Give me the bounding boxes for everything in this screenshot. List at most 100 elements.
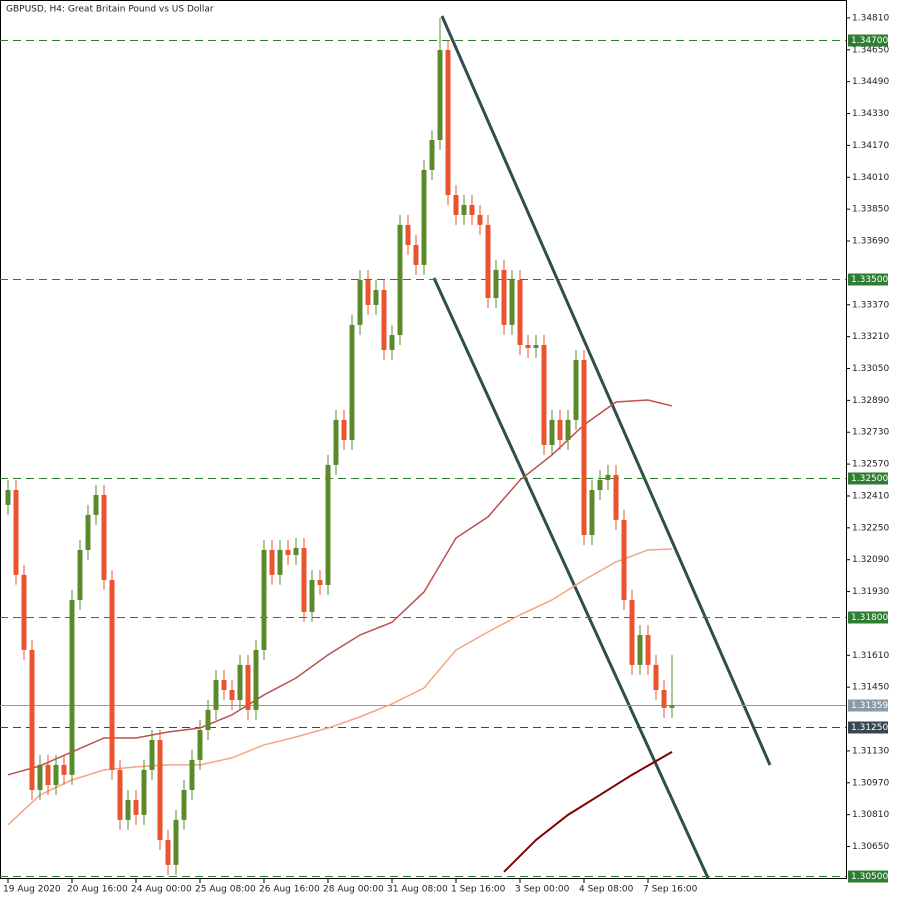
trend-line bbox=[440, 15, 772, 766]
candle-body bbox=[517, 280, 523, 345]
y-tick-label: 1.32090 bbox=[852, 555, 889, 565]
y-tick-label: 1.32730 bbox=[852, 428, 889, 438]
candle-body bbox=[397, 224, 403, 336]
level-label-box bbox=[848, 472, 888, 485]
candle-body bbox=[189, 759, 195, 790]
y-tick-label: 1.32570 bbox=[852, 460, 889, 470]
x-tick-label: 19 Aug 2020 bbox=[3, 885, 61, 895]
candle-body bbox=[77, 549, 83, 600]
level-label: 1.33500 bbox=[851, 275, 888, 285]
candle-body bbox=[325, 464, 331, 586]
candle-body bbox=[269, 549, 275, 575]
candle-body bbox=[93, 494, 99, 515]
plot-frame bbox=[0, 0, 847, 879]
y-tick-label: 1.34170 bbox=[852, 141, 889, 151]
candle-body bbox=[653, 664, 659, 690]
candle-body bbox=[85, 514, 91, 550]
levels: 1.34700 1.33500 1.32500 1.31800 1.31250 1.305… bbox=[0, 34, 888, 883]
candle-body bbox=[109, 580, 115, 770]
x-tick-label: 31 Aug 08:00 bbox=[387, 885, 448, 895]
candle-body bbox=[181, 789, 187, 820]
candle-body bbox=[261, 549, 267, 650]
candle-body bbox=[525, 344, 531, 348]
candle-body bbox=[573, 359, 579, 420]
candle-body bbox=[229, 689, 235, 700]
candle-body bbox=[421, 169, 427, 265]
level-label: 1.32500 bbox=[851, 474, 888, 484]
candle-body bbox=[61, 764, 67, 775]
y-tick-label: 1.34810 bbox=[852, 13, 889, 23]
candle-body bbox=[533, 344, 539, 348]
candle-body bbox=[453, 195, 459, 215]
candle-body bbox=[117, 769, 123, 820]
candle-body bbox=[581, 359, 587, 536]
candle-body bbox=[437, 49, 443, 141]
candle-body bbox=[133, 799, 139, 815]
candle-body bbox=[285, 549, 291, 555]
y-tick-label: 1.32250 bbox=[852, 523, 889, 533]
y-tick-label: 1.31450 bbox=[852, 683, 889, 693]
y-tick-label: 1.30810 bbox=[852, 810, 889, 820]
level-label-box bbox=[848, 870, 888, 883]
candle-body bbox=[501, 269, 507, 325]
candle-body bbox=[373, 290, 379, 305]
y-tick-label: 1.33370 bbox=[852, 300, 889, 310]
candle-body bbox=[357, 280, 363, 325]
candle-body bbox=[589, 489, 595, 536]
y-tick-label: 1.32890 bbox=[852, 396, 889, 406]
candle-body bbox=[621, 519, 627, 600]
y-tick-label: 1.31930 bbox=[852, 587, 889, 597]
candle-body bbox=[21, 574, 27, 650]
y-tick-label: 1.30650 bbox=[852, 842, 889, 852]
candle-body bbox=[637, 635, 643, 665]
candle-body bbox=[45, 764, 51, 785]
x-tick-label: 26 Aug 16:00 bbox=[259, 885, 320, 895]
candle-body bbox=[69, 599, 75, 775]
level-label: 1.30500 bbox=[851, 872, 888, 882]
candle-body bbox=[381, 290, 387, 350]
level-label: 1.31250 bbox=[851, 723, 888, 733]
candle-body bbox=[221, 680, 227, 690]
candle-body bbox=[365, 280, 371, 305]
candle-body bbox=[461, 204, 467, 215]
y-tick-label: 1.33690 bbox=[852, 237, 889, 247]
candle-body bbox=[301, 547, 307, 612]
candle-body bbox=[413, 244, 419, 265]
candle-body bbox=[445, 49, 451, 196]
candle-body bbox=[341, 419, 347, 440]
y-tick-label: 1.31130 bbox=[852, 746, 889, 756]
candle-body bbox=[125, 799, 131, 820]
candle-body bbox=[541, 344, 547, 445]
level-label-box bbox=[848, 273, 888, 286]
candle-body bbox=[429, 140, 435, 170]
x-tick-label: 3 Sep 00:00 bbox=[515, 885, 570, 895]
candle-body bbox=[309, 580, 315, 612]
candle-body bbox=[613, 474, 619, 520]
y-tick-label: 1.33050 bbox=[852, 364, 889, 374]
y-tick-label: 1.30970 bbox=[852, 778, 889, 788]
candle-body bbox=[557, 419, 563, 440]
candle-body bbox=[509, 280, 515, 325]
candle-body bbox=[5, 489, 11, 505]
candle-body bbox=[101, 494, 107, 581]
current-price-box bbox=[848, 699, 888, 712]
level-label: 1.31800 bbox=[851, 613, 888, 623]
candle-body bbox=[157, 739, 163, 840]
candle-body bbox=[405, 224, 411, 245]
y-tick-label: 1.33850 bbox=[852, 205, 889, 215]
candle-body bbox=[477, 214, 483, 225]
candle-body bbox=[629, 599, 635, 665]
level-label-box bbox=[848, 721, 888, 734]
trend-line bbox=[432, 277, 710, 879]
level-label: 1.34700 bbox=[851, 36, 888, 46]
candle-body bbox=[29, 649, 35, 790]
candle-body bbox=[141, 769, 147, 815]
candle-body bbox=[469, 204, 475, 215]
candle-body bbox=[605, 474, 611, 481]
candle-body bbox=[245, 664, 251, 710]
x-tick-label: 4 Sep 08:00 bbox=[579, 885, 634, 895]
moving-average bbox=[503, 751, 673, 873]
x-tick-label: 25 Aug 08:00 bbox=[195, 885, 256, 895]
candle-body bbox=[13, 489, 19, 575]
candle-body bbox=[661, 689, 667, 708]
